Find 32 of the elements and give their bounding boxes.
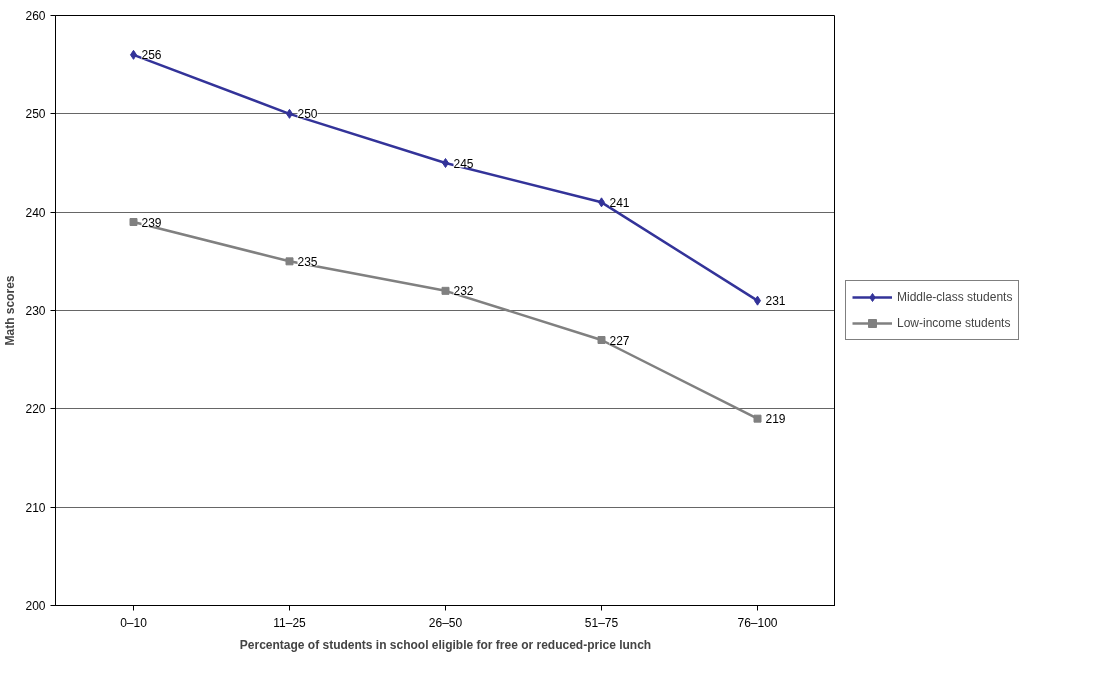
- y-tick-label: 210: [25, 500, 46, 515]
- point: [129, 218, 138, 226]
- y-tick-label: 240: [25, 205, 46, 220]
- y-tick-label: 220: [25, 402, 46, 417]
- x-tick-label: 26–50: [428, 615, 463, 630]
- point: [285, 257, 294, 266]
- x-tick-label: 11–25: [273, 615, 307, 630]
- data-label: 219: [765, 412, 786, 427]
- point: [753, 414, 762, 423]
- data-label: 231: [765, 294, 786, 309]
- point: [442, 158, 449, 168]
- legend-label: Low-income students: [897, 316, 1011, 330]
- x-tick-label: 51–75: [584, 615, 619, 630]
- point: [441, 286, 450, 295]
- x-tick-label: 76–100: [737, 615, 778, 630]
- data-label: 241: [609, 195, 630, 210]
- x-tick-label: 0–10: [120, 615, 148, 630]
- x-axis-title: Percentage of students in school eligible for free or reduced-price lunch: [239, 637, 652, 652]
- y-axis-title: Math scores: [3, 275, 18, 346]
- point: [597, 336, 606, 344]
- y-tick-label: 250: [25, 107, 46, 122]
- data-label: 227: [609, 333, 630, 348]
- data-label: 250: [297, 107, 318, 122]
- data-label: 232: [453, 284, 474, 299]
- y-tick-label: 200: [25, 599, 46, 613]
- y-tick-label: 230: [25, 304, 46, 318]
- data-label: 245: [453, 156, 474, 171]
- data-label: 235: [297, 254, 318, 269]
- data-label: 239: [141, 215, 162, 230]
- data-label: 256: [141, 48, 162, 63]
- y-tick-label: 260: [25, 9, 46, 23]
- legend-label: Middle-class students: [897, 290, 1013, 304]
